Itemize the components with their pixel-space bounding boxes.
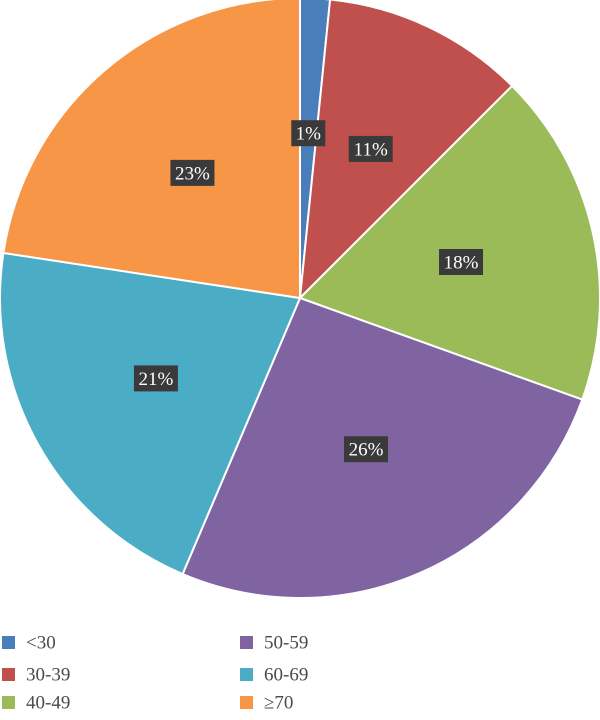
- pie-slices: [0, 0, 600, 599]
- pie-slice-3: [298, 84, 600, 401]
- legend-item-4: 50-59: [240, 633, 308, 654]
- svg-text:21%: 21%: [138, 369, 173, 390]
- legend-item-1: <30: [2, 633, 56, 654]
- pie-slice-6: [2, 0, 301, 300]
- legend-swatch: [2, 636, 15, 649]
- data-label-1: 1%: [291, 120, 326, 147]
- svg-text:26%: 26%: [349, 440, 384, 461]
- legend-swatch: [240, 668, 253, 681]
- legend: <30 30-39 40-49 50-59 60-69 ≥70: [2, 633, 308, 714]
- data-label-4: 26%: [344, 436, 389, 463]
- data-label-3: 18%: [439, 249, 484, 276]
- pie-slice-1: [299, 0, 332, 299]
- svg-text:11%: 11%: [354, 139, 388, 160]
- pie-slice-5: [0, 251, 302, 576]
- legend-swatch: [240, 636, 253, 649]
- legend-label: 30-39: [26, 665, 70, 686]
- legend-item-5: 60-69: [240, 665, 308, 686]
- legend-label: 60-69: [264, 665, 308, 686]
- legend-item-6: ≥70: [240, 693, 293, 714]
- pie-data-labels: 1% 11% 18% 26% 21% 23%: [133, 120, 484, 463]
- legend-label: 40-49: [26, 693, 70, 714]
- legend-swatch: [240, 696, 253, 709]
- legend-label: <30: [26, 633, 56, 654]
- legend-swatch: [2, 696, 15, 709]
- legend-label: ≥70: [264, 693, 293, 714]
- legend-label: 50-59: [264, 633, 308, 654]
- legend-item-3: 40-49: [2, 693, 70, 714]
- data-label-2: 11%: [348, 135, 393, 162]
- data-label-6: 23%: [170, 159, 215, 186]
- data-label-5: 21%: [133, 365, 178, 392]
- svg-text:1%: 1%: [296, 124, 322, 145]
- pie-slice-2: [298, 0, 514, 301]
- legend-item-2: 30-39: [2, 665, 70, 686]
- svg-text:18%: 18%: [444, 253, 479, 274]
- legend-swatch: [2, 668, 15, 681]
- svg-text:23%: 23%: [175, 163, 210, 184]
